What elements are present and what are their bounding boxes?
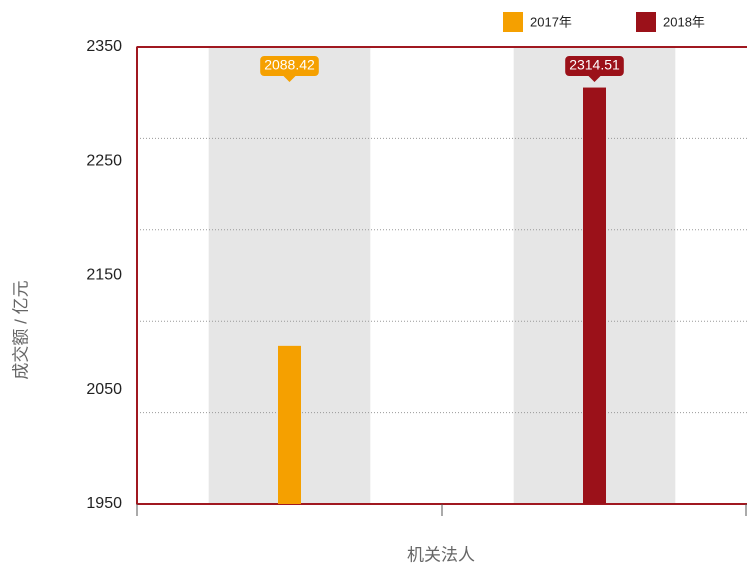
y-axis-title: 成交额 / 亿元 [11,280,30,379]
value-label-box [565,56,624,82]
value-label-text: 2088.42 [264,57,315,73]
y-tick-label: 2150 [86,267,122,284]
value-label: 2088.42 [260,56,319,82]
y-tick-label: 2350 [86,38,122,55]
bar [278,345,301,504]
legend-label: 2018年 [663,14,705,29]
y-tick-label: 2250 [86,152,122,169]
y-tick-label: 2050 [86,381,122,398]
value-label: 2314.51 [565,56,624,82]
legend-swatch [503,12,523,32]
value-label-text: 2314.51 [569,57,620,73]
legend-swatch [636,12,656,32]
legend-label: 2017年 [530,14,572,29]
value-label-box [260,56,319,82]
x-axis-title: 机关法人 [407,545,475,564]
y-tick-label: 1950 [86,495,122,512]
bar [583,87,606,504]
